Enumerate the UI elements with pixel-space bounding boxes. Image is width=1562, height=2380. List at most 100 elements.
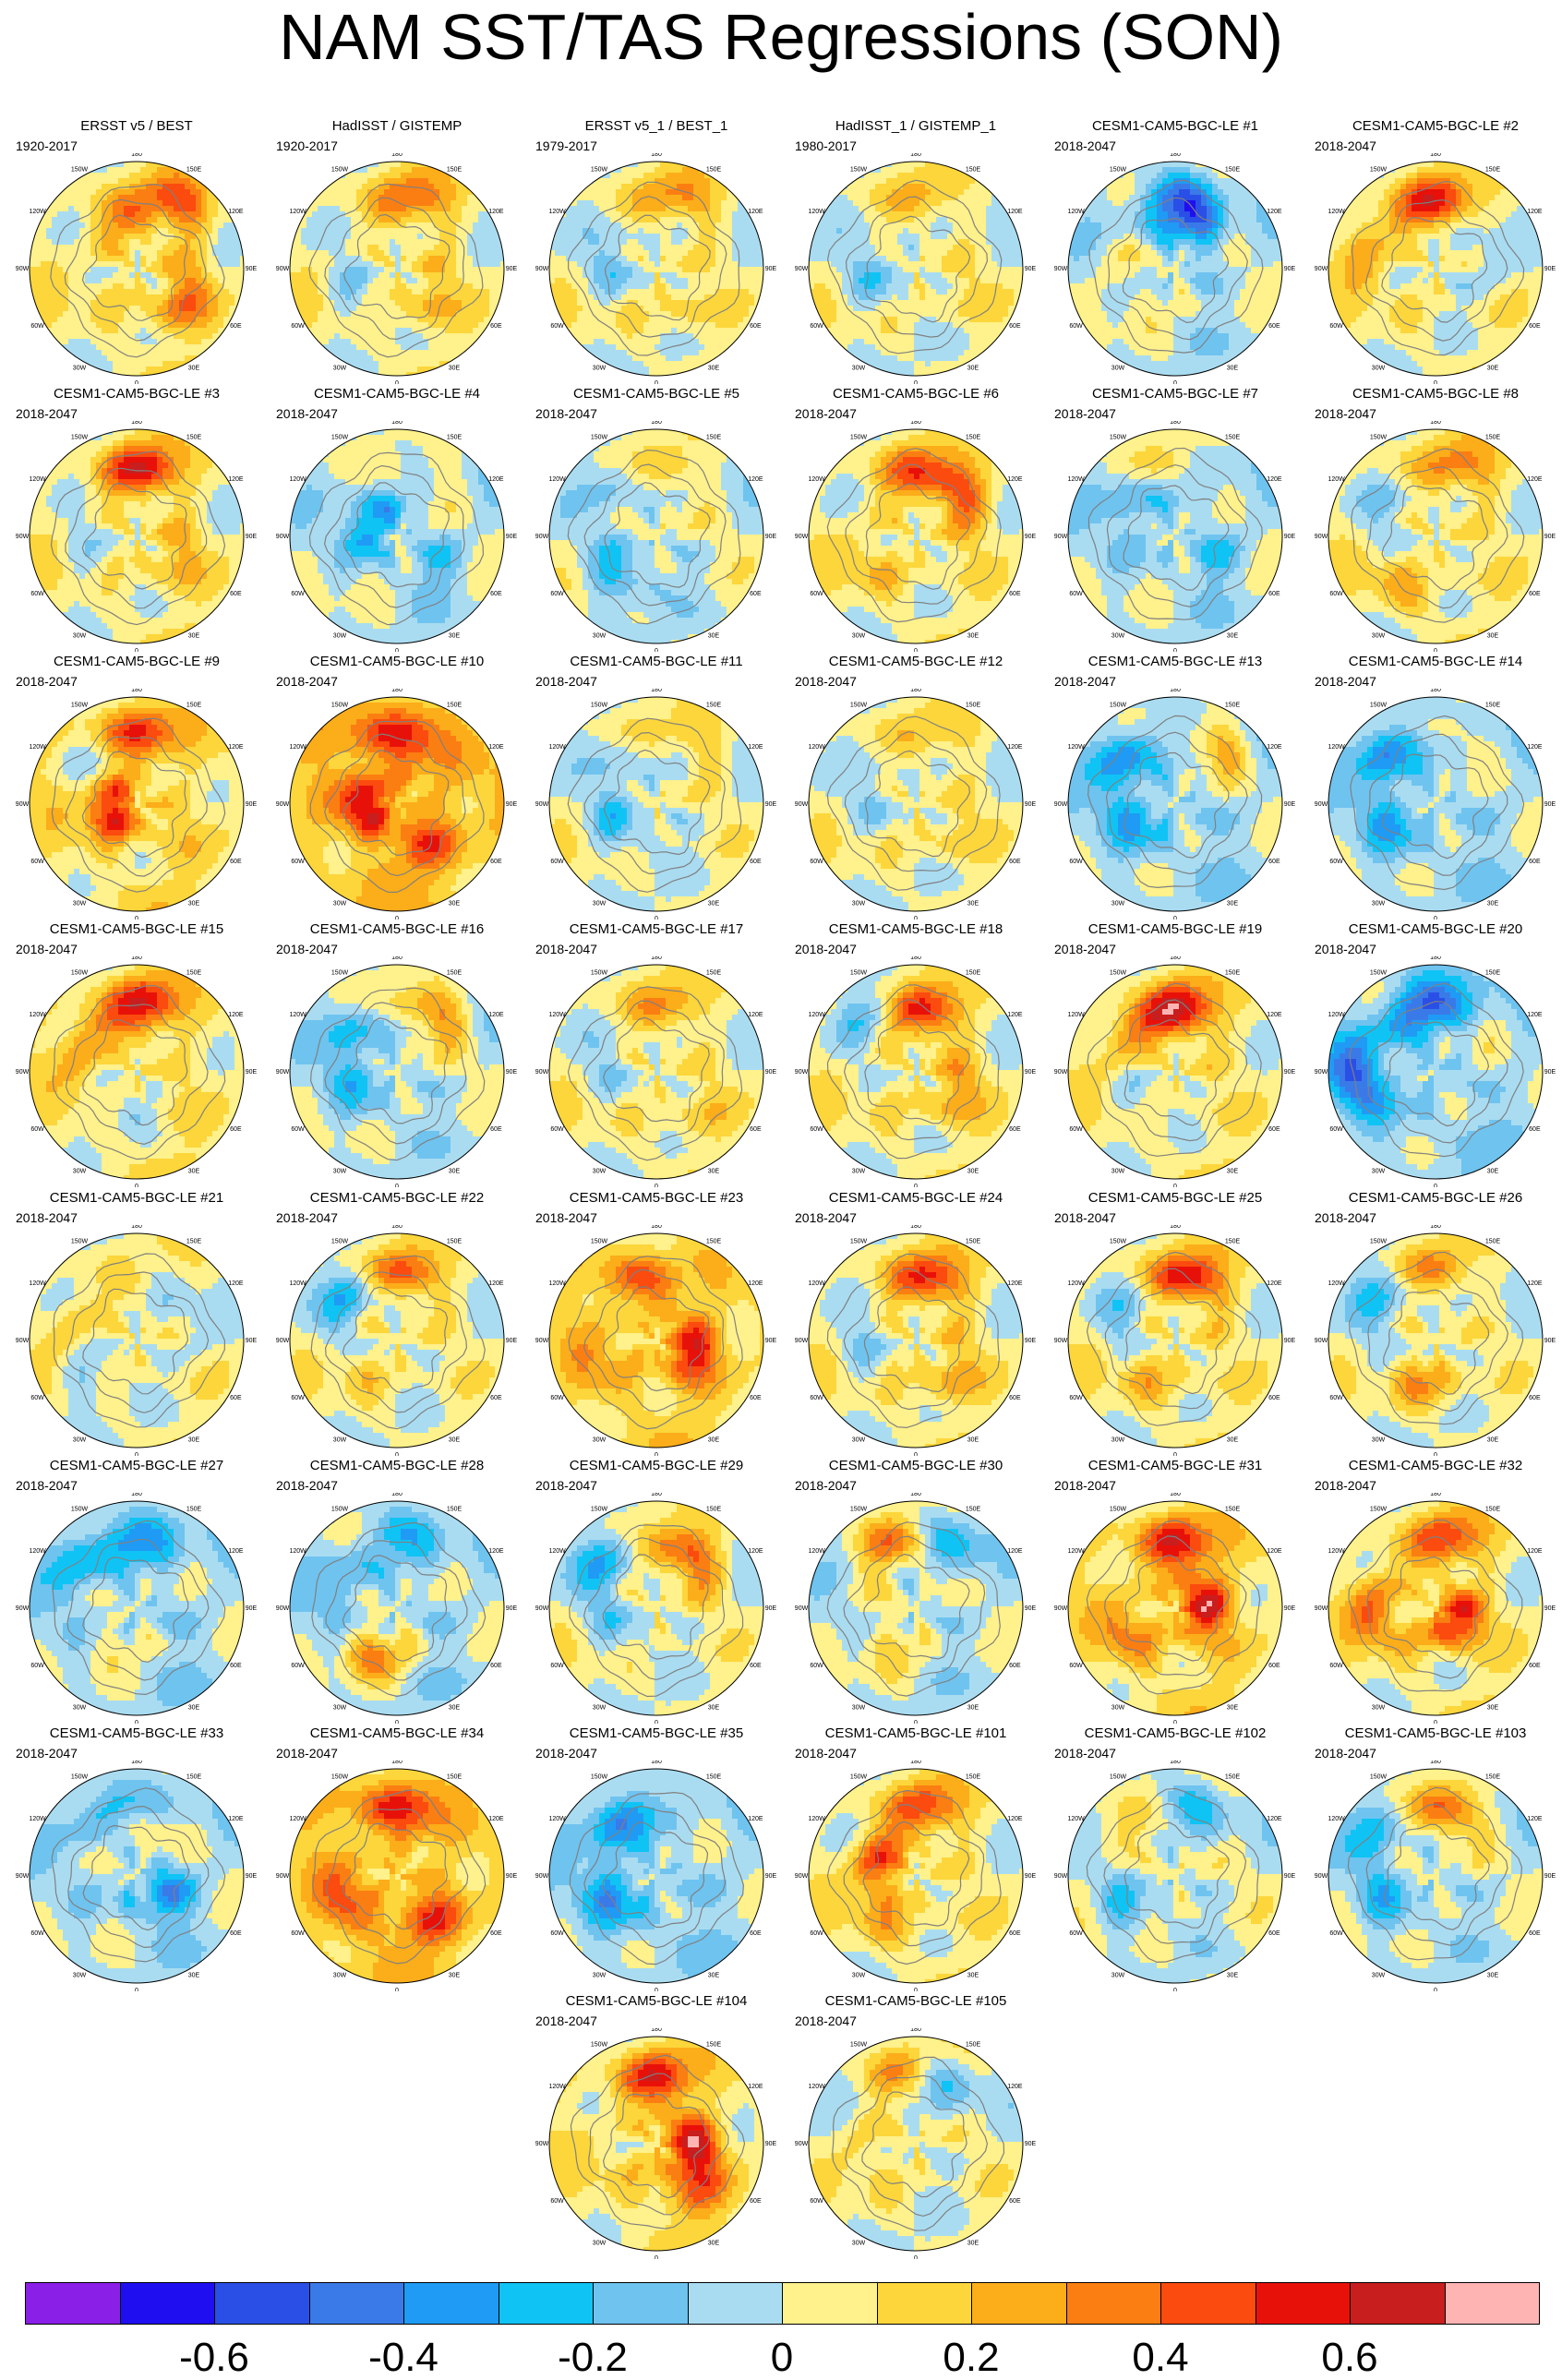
longitude-label: 120W (548, 1548, 566, 1555)
longitude-label: 120W (548, 1816, 566, 1822)
longitude-label: 150E (447, 1507, 463, 1513)
longitude-label: 120E (228, 1816, 244, 1822)
longitude-label: 90E (1025, 1605, 1037, 1612)
longitude-label: 180 (651, 956, 662, 961)
longitude-label: 30W (852, 632, 866, 639)
panel-period: 1920-2017 (276, 138, 338, 153)
longitude-label: 90E (506, 1069, 518, 1076)
longitude-label: 60W (550, 1930, 564, 1937)
panel-period: 2018-2047 (795, 1478, 857, 1493)
longitude-label: 150W (1110, 1239, 1127, 1245)
longitude-label: 120E (1527, 209, 1543, 215)
longitude-label: 30W (593, 632, 607, 639)
longitude-label: 150W (850, 970, 868, 977)
panel-period: 2018-2047 (1054, 942, 1116, 956)
longitude-label: 30E (1487, 365, 1499, 371)
longitude-label: 120W (29, 476, 46, 483)
panel-title: CESM1-CAM5-BGC-LE #32 (1311, 1458, 1560, 1474)
longitude-label: 120W (29, 1816, 46, 1822)
colorbar-segment (971, 2282, 1067, 2325)
longitude-label: 150W (331, 435, 349, 441)
longitude-label: 30E (708, 365, 720, 371)
longitude-label: 60W (1329, 591, 1343, 597)
longitude-label: 60W (1069, 591, 1083, 597)
colorbar-segment (1160, 2282, 1256, 2325)
longitude-label: 60W (291, 1395, 305, 1401)
panel-period: 2018-2047 (1054, 674, 1116, 689)
longitude-label: 120W (548, 2084, 566, 2090)
longitude-label: 60E (1009, 591, 1021, 597)
colorbar-segment (309, 2282, 405, 2325)
longitude-label: 120W (1067, 1548, 1085, 1555)
longitude-label: 150W (71, 1507, 89, 1513)
panel-title: HadISST / GISTEMP (272, 118, 522, 135)
longitude-label: 150E (706, 970, 722, 977)
longitude-label: 150E (966, 1507, 981, 1513)
longitude-label: 180 (1430, 421, 1441, 426)
panel-period: 2018-2047 (1315, 406, 1376, 421)
longitude-label: 60E (230, 1663, 242, 1669)
longitude-label: 30W (593, 2240, 607, 2246)
longitude-label: 0 (655, 1720, 658, 1724)
longitude-label: 90W (276, 1069, 290, 1076)
longitude-label: 150E (186, 1774, 202, 1781)
longitude-label: 60E (230, 1126, 242, 1133)
longitude-label: 60E (490, 1126, 502, 1133)
longitude-label: 90E (1284, 801, 1296, 808)
longitude-label: 0 (1173, 1988, 1177, 1991)
longitude-label: 60E (1009, 1126, 1021, 1133)
panel-title: CESM1-CAM5-BGC-LE #103 (1311, 1725, 1560, 1742)
panel-period: 2018-2047 (1054, 1746, 1116, 1761)
longitude-label: 90E (765, 534, 777, 540)
longitude-label: 90E (506, 801, 518, 808)
longitude-label: 120E (488, 476, 504, 483)
longitude-label: 120W (1067, 476, 1085, 483)
longitude-label: 120E (1267, 476, 1282, 483)
longitude-label: 30W (333, 365, 347, 371)
longitude-label: 120E (488, 1816, 504, 1822)
colorbar (25, 2282, 1539, 2325)
longitude-label: 0 (1173, 916, 1177, 920)
longitude-label: 90W (1054, 1605, 1068, 1612)
longitude-label: 180 (391, 689, 403, 693)
longitude-label: 90E (765, 1873, 777, 1880)
longitude-label: 90E (765, 266, 777, 272)
longitude-label: 90W (795, 266, 809, 272)
longitude-label: 60W (30, 1663, 44, 1669)
longitude-label: 180 (391, 1761, 403, 1765)
longitude-label: 180 (1170, 689, 1181, 693)
longitude-label: 120W (808, 1012, 825, 1018)
longitude-label: 180 (131, 956, 142, 961)
panel-title: CESM1-CAM5-BGC-LE #23 (532, 1190, 781, 1207)
longitude-label: 150W (71, 167, 89, 174)
longitude-label: 60E (750, 2198, 762, 2205)
longitude-label: 30W (1111, 365, 1125, 371)
longitude-label: 90W (1054, 266, 1068, 272)
longitude-label: 60W (550, 1663, 564, 1669)
longitude-label: 0 (135, 1720, 138, 1724)
longitude-label: 30E (449, 365, 461, 371)
longitude-label: 30W (593, 1168, 607, 1174)
longitude-label: 180 (131, 421, 142, 426)
longitude-label: 150E (447, 435, 463, 441)
colorbar-segment (120, 2282, 216, 2325)
longitude-label: 150E (447, 970, 463, 977)
longitude-label: 30W (852, 1972, 866, 1978)
longitude-label: 90E (765, 1338, 777, 1344)
longitude-label: 60W (550, 1395, 564, 1401)
longitude-label: 120W (808, 744, 825, 751)
longitude-label: 60E (1529, 1395, 1541, 1401)
panel-title: HadISST_1 / GISTEMP_1 (791, 118, 1040, 135)
longitude-label: 150W (331, 167, 349, 174)
